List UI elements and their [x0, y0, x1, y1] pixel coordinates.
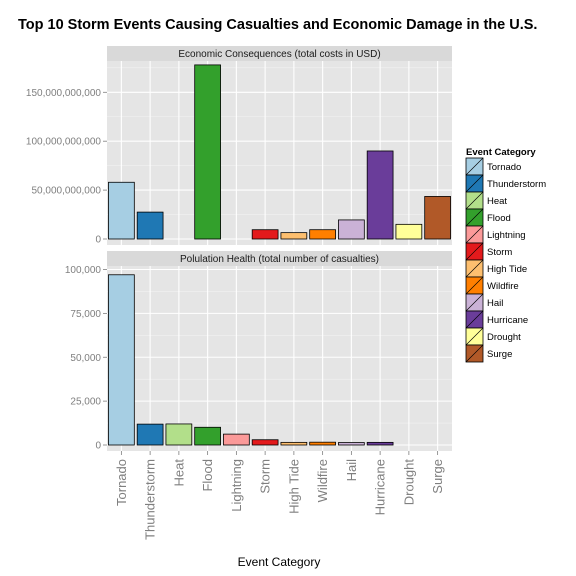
bar-drought — [395, 223, 423, 240]
y-tick-label: 100,000 — [65, 265, 102, 276]
panel-strip — [107, 251, 452, 266]
legend-title: Event Category — [466, 147, 536, 158]
y-tick-label: 150,000,000,000 — [26, 88, 102, 99]
legend-key-slash — [465, 174, 484, 193]
legend-item: Flood — [465, 208, 511, 227]
bar-surge — [424, 196, 451, 240]
panel-1: Economic Consequences (total costs in US… — [26, 46, 452, 246]
x-tick-label: Wildfire — [315, 459, 330, 502]
y-tick-label: 50,000,000,000 — [31, 186, 101, 197]
legend-label: High Tide — [487, 264, 527, 275]
legend-key-slash — [465, 327, 484, 346]
y-tick-label: 75,000 — [70, 309, 101, 320]
x-tick-label: Thunderstorm — [143, 459, 158, 540]
legend-key-slash — [465, 344, 484, 363]
legend-key-slash — [465, 276, 484, 295]
bar-thunderstorm — [136, 423, 164, 446]
legend-key-slash — [465, 191, 484, 210]
legend-item: Heat — [465, 191, 507, 210]
legend-item: Hurricane — [465, 310, 528, 329]
legend-key-slash — [465, 157, 484, 176]
legend-item: Tornado — [465, 157, 521, 176]
legend-label: Drought — [487, 332, 521, 343]
x-tick-label: Lightning — [229, 459, 244, 512]
legend-key-slash — [465, 259, 484, 278]
x-tick-label: Storm — [258, 459, 273, 494]
legend-key-slash — [465, 225, 484, 244]
bar-high-tide — [280, 441, 308, 446]
bar-hail — [338, 442, 365, 446]
legend-label: Hurricane — [487, 315, 528, 326]
bar-storm — [251, 229, 279, 240]
x-axis-title: Event Category — [238, 555, 321, 569]
y-tick-label: 100,000,000,000 — [26, 137, 102, 148]
y-tick-label: 50,000 — [70, 353, 101, 364]
bar-flood — [194, 426, 221, 446]
panel-strip — [107, 46, 452, 61]
y-tick-label: 0 — [95, 441, 101, 452]
x-tick-label: Heat — [171, 459, 186, 487]
legend-item: Lightning — [465, 225, 526, 244]
x-tick-label: Surge — [430, 459, 445, 494]
x-tick-label: Flood — [200, 459, 215, 492]
legend-label: Storm — [487, 247, 512, 258]
legend-label: Flood — [487, 213, 511, 224]
panel-strip-label: Polulation Health (total number of casua… — [180, 254, 379, 265]
x-tick-label: Drought — [401, 459, 416, 506]
legend-key-slash — [465, 293, 484, 312]
legend-item: Surge — [465, 344, 512, 363]
x-tick-label: Hail — [344, 459, 359, 482]
legend-key-slash — [465, 242, 484, 261]
bar-thunderstorm — [136, 211, 164, 240]
legend-label: Hail — [487, 298, 503, 309]
legend-label: Lightning — [487, 230, 526, 241]
y-tick-label: 0 — [95, 235, 101, 246]
bar-high-tide — [280, 232, 308, 240]
legend-key-slash — [465, 310, 484, 329]
bar-storm — [251, 439, 279, 446]
bar-lightning — [223, 433, 250, 446]
x-tick-label: Hurricane — [373, 459, 388, 515]
legend-label: Wildfire — [487, 281, 519, 292]
bar-hail — [338, 219, 365, 240]
legend-item: High Tide — [465, 259, 527, 278]
legend-label: Tornado — [487, 162, 521, 173]
bar-tornado — [108, 181, 135, 240]
chart-title: Top 10 Storm Events Causing Casualties a… — [18, 17, 537, 33]
legend: Event Category Tornado Thunderstorm Heat Fl… — [465, 147, 546, 363]
x-tick-label: Tornado — [114, 459, 129, 506]
panel-strip-label: Economic Consequences (total costs in US… — [178, 49, 380, 60]
legend-item: Wildfire — [465, 276, 519, 295]
legend-item: Drought — [465, 327, 521, 346]
y-tick-label: 25,000 — [70, 397, 101, 408]
x-axis: Tornado Thunderstorm Heat Flood Lightning Sto… — [114, 451, 445, 540]
bar-hurricane — [366, 150, 394, 240]
panel-2: Polulation Health (total number of casua… — [65, 251, 452, 452]
bar-wildfire — [309, 441, 336, 446]
bar-flood — [194, 64, 221, 240]
panels: Economic Consequences (total costs in US… — [26, 46, 452, 452]
legend-label: Surge — [487, 349, 512, 360]
panel-background — [107, 266, 452, 451]
bar-hurricane — [366, 441, 394, 446]
legend-key-slash — [465, 208, 484, 227]
legend-item: Thunderstorm — [465, 174, 546, 193]
legend-label: Heat — [487, 196, 507, 207]
legend-label: Thunderstorm — [487, 179, 546, 190]
legend-item: Hail — [465, 293, 503, 312]
x-tick-label: High Tide — [286, 459, 301, 514]
bar-wildfire — [309, 229, 336, 240]
bar-heat — [165, 423, 193, 446]
bar-tornado — [108, 274, 135, 446]
legend-item: Storm — [465, 242, 512, 261]
